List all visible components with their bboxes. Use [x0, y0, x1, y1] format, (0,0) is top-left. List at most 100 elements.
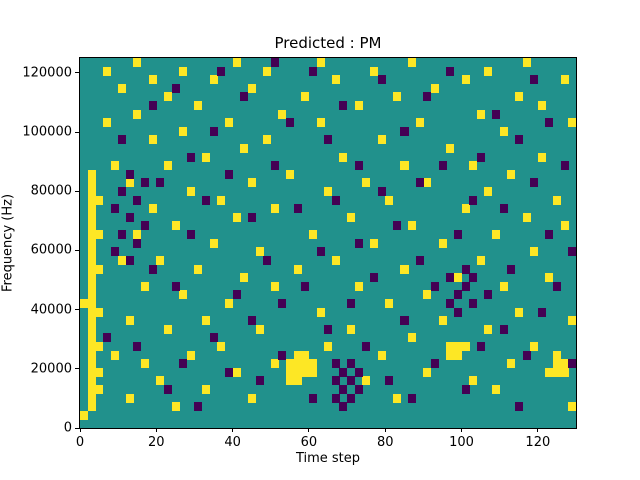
- heatmap-cell-high: [156, 376, 165, 386]
- heatmap-cell-high: [194, 101, 203, 111]
- heatmap-cell-high: [87, 230, 96, 240]
- heatmap-cell-high: [545, 367, 554, 377]
- heatmap-cell-low: [148, 264, 157, 274]
- heatmap-cell-high: [476, 109, 485, 119]
- heatmap-cell-low: [545, 230, 554, 240]
- heatmap-cell-high: [423, 178, 432, 188]
- heatmap-cell-high: [423, 367, 432, 377]
- heatmap-cell-high: [354, 281, 363, 291]
- heatmap-cell-high: [560, 75, 569, 85]
- heatmap-cell-high: [484, 187, 493, 197]
- x-tick-label: 120: [525, 435, 551, 450]
- heatmap-cell-low: [347, 359, 356, 369]
- heatmap-cell-high: [377, 350, 386, 360]
- heatmap-cell-high: [530, 247, 539, 257]
- heatmap-cell-low: [270, 161, 279, 171]
- y-tick-label: 40000: [30, 302, 72, 318]
- heatmap-cell-low: [263, 255, 272, 265]
- heatmap-cell-high: [179, 290, 188, 300]
- heatmap-cell-low: [347, 393, 356, 403]
- heatmap-cell-low: [133, 341, 142, 351]
- heatmap-cell-high: [80, 410, 89, 420]
- heatmap-cell-high: [568, 118, 576, 128]
- y-tick-label: 80000: [30, 183, 72, 199]
- plot-area: [79, 57, 577, 429]
- heatmap-cell-low: [354, 367, 363, 377]
- heatmap-cell-high: [308, 230, 317, 240]
- heatmap-cell-low: [247, 212, 256, 222]
- y-tick-mark: [75, 190, 79, 192]
- heatmap-cell-high: [415, 118, 424, 128]
- heatmap-cell-high: [202, 152, 211, 162]
- heatmap-cell-high: [87, 376, 96, 386]
- heatmap-cell-high: [453, 350, 462, 360]
- heatmap-cell-high: [232, 367, 241, 377]
- x-tick-label: 80: [376, 435, 394, 450]
- heatmap-cell-high: [87, 333, 96, 343]
- heatmap-cell-low: [530, 75, 539, 85]
- x-tick-label: 20: [148, 435, 165, 450]
- heatmap-cell-high: [133, 230, 142, 240]
- heatmap-cell-high: [339, 152, 348, 162]
- heatmap-cell-high: [179, 126, 188, 136]
- heatmap-cell-high: [392, 92, 401, 102]
- heatmap-cell-low: [560, 161, 569, 171]
- y-tick-label: 120000: [22, 65, 72, 81]
- heatmap-cell-low: [224, 367, 233, 377]
- heatmap-cell-low: [255, 376, 264, 386]
- heatmap-cell-high: [286, 359, 295, 369]
- heatmap-cell-low: [163, 384, 172, 394]
- heatmap-cell-low: [293, 204, 302, 214]
- heatmap-cell-low: [301, 281, 310, 291]
- heatmap-cell-high: [324, 187, 333, 197]
- heatmap-cell-low: [110, 204, 119, 214]
- x-tick-label: 40: [224, 435, 241, 450]
- heatmap-cell-low: [400, 126, 409, 136]
- heatmap-cell-low: [461, 384, 470, 394]
- heatmap-cell-low: [339, 402, 348, 412]
- heatmap-cell-high: [316, 58, 325, 67]
- heatmap-cell-high: [278, 109, 287, 119]
- x-tick-mark: [155, 428, 157, 432]
- heatmap-cell-high: [560, 359, 569, 369]
- heatmap-cell-low: [438, 161, 447, 171]
- heatmap-cell-low: [484, 290, 493, 300]
- heatmap-cell-high: [293, 264, 302, 274]
- heatmap-cell-high: [87, 307, 96, 317]
- heatmap-cell-high: [553, 359, 562, 369]
- heatmap-cell-low: [392, 221, 401, 231]
- x-tick-mark: [384, 428, 386, 432]
- heatmap-cell-high: [461, 75, 470, 85]
- y-axis-label: Frequency (Hz): [0, 193, 16, 293]
- y-tick-mark: [75, 309, 79, 311]
- heatmap-cell-low: [286, 118, 295, 128]
- heatmap-cell-high: [87, 298, 96, 308]
- heatmap-cell-low: [141, 221, 150, 231]
- heatmap-cell-low: [148, 101, 157, 111]
- heatmap-cell-high: [148, 135, 157, 145]
- heatmap-cell-high: [263, 66, 272, 76]
- heatmap-cell-high: [347, 324, 356, 334]
- heatmap-cell-high: [87, 255, 96, 265]
- heatmap-cell-high: [461, 341, 470, 351]
- heatmap-cell-high: [568, 316, 576, 326]
- heatmap-cell-low: [431, 281, 440, 291]
- heatmap-cell-high: [301, 92, 310, 102]
- heatmap-cell-high: [179, 66, 188, 76]
- heatmap-cell-high: [507, 359, 516, 369]
- heatmap-cell-low: [118, 230, 127, 240]
- heatmap-cell-low: [179, 359, 188, 369]
- heatmap-cell-high: [553, 350, 562, 360]
- heatmap-cell-low: [171, 83, 180, 93]
- heatmap-cell-high: [446, 350, 455, 360]
- heatmap-cell-high: [125, 178, 134, 188]
- heatmap-cell-high: [446, 341, 455, 351]
- heatmap-cell-high: [553, 195, 562, 205]
- heatmap-cell-high: [385, 195, 394, 205]
- heatmap-cell-high: [461, 204, 470, 214]
- x-tick-mark: [308, 428, 310, 432]
- heatmap-cell-low: [278, 298, 287, 308]
- heatmap-cell-high: [87, 264, 96, 274]
- x-tick-label: 60: [300, 435, 318, 450]
